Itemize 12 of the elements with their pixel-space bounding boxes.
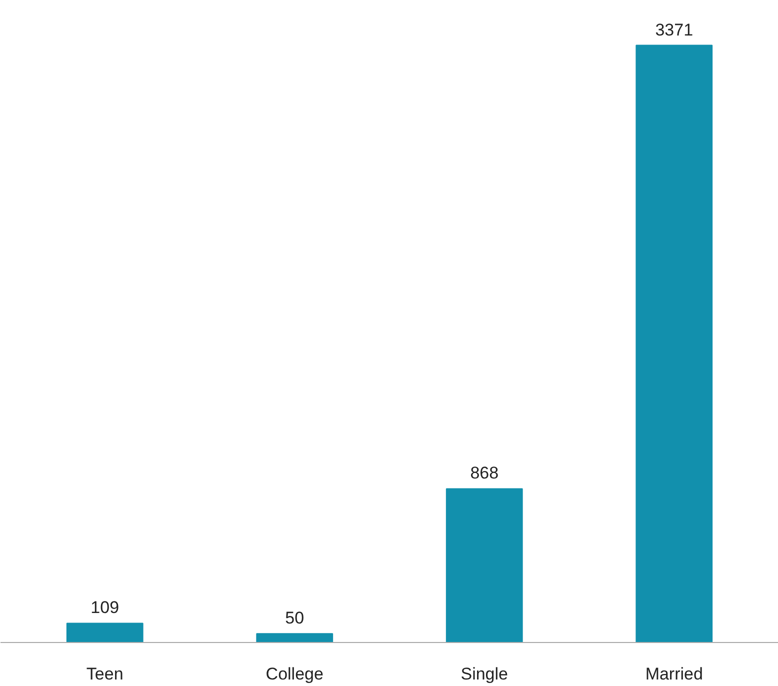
bar [66, 622, 144, 642]
x-tick-label: Married [645, 664, 703, 684]
bar [636, 44, 713, 642]
x-tick-label: Single [460, 664, 508, 684]
bar [446, 488, 523, 642]
x-tick-label: Teen [86, 664, 124, 684]
data-label: 109 [90, 598, 120, 618]
x-tick-label: College [266, 664, 324, 684]
data-label: 50 [285, 608, 304, 628]
data-label: 868 [470, 464, 499, 483]
bar [256, 633, 334, 642]
data-label: 3371 [655, 20, 694, 40]
